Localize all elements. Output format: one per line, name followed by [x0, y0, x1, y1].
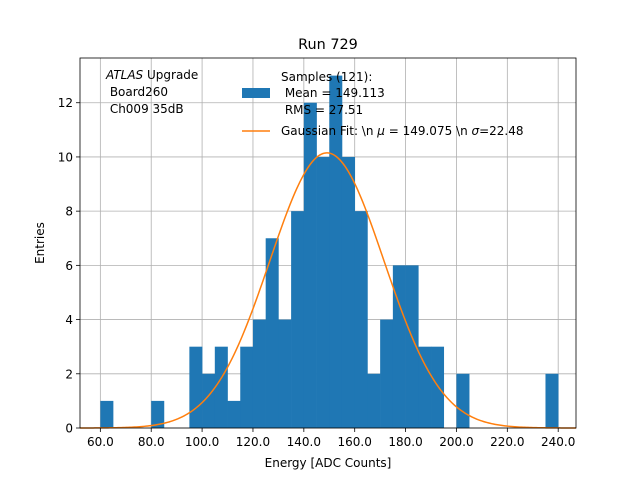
- x-tick-label: 60.0: [87, 435, 114, 449]
- y-tick-label: 0: [65, 422, 73, 436]
- legend-fit-suffix: =22.48: [479, 124, 523, 138]
- annotation-line-2: Board260: [106, 85, 168, 99]
- histogram-bar: [316, 156, 330, 428]
- annotation-line-3: Ch009 35dB: [106, 102, 184, 116]
- histogram-bar: [392, 265, 406, 428]
- y-tick-label: 8: [65, 205, 73, 219]
- histogram-bar: [151, 400, 165, 428]
- legend-fit-sigma: σ: [472, 124, 480, 138]
- legend: Samples (121): Mean = 149.113 RMS = 27.5…: [242, 70, 524, 138]
- y-tick-label: 10: [58, 150, 73, 164]
- histogram-bar: [367, 373, 381, 428]
- histogram-bar: [265, 238, 279, 428]
- histogram-bar: [291, 211, 305, 428]
- x-tick-label: 140.0: [287, 435, 321, 449]
- legend-histogram-swatch: [242, 88, 270, 98]
- histogram-bar: [100, 400, 114, 428]
- histogram-bars: [100, 75, 559, 428]
- y-axis-label: Entries: [33, 222, 47, 264]
- legend-histogram-rms: RMS = 27.51: [281, 103, 363, 117]
- chart-title: Run 729: [298, 37, 358, 53]
- legend-fit-mid: = 149.075 \n: [385, 124, 472, 138]
- histogram-bar: [303, 102, 317, 428]
- histogram-bar: [329, 75, 343, 428]
- histogram-bar: [227, 400, 241, 428]
- histogram-bar: [202, 373, 216, 428]
- histogram-bar: [354, 211, 368, 428]
- x-tick-label: 100.0: [185, 435, 219, 449]
- legend-fit-label: Gaussian Fit: \n μ = 149.075 \n σ=22.48: [281, 124, 524, 138]
- x-axis-label: Energy [ADC Counts]: [265, 456, 392, 470]
- histogram-bar: [252, 319, 266, 428]
- atlas-label: ATLAS: [105, 68, 144, 82]
- histogram-bar: [341, 156, 356, 428]
- histogram-bar: [240, 346, 254, 428]
- histogram-bar: [278, 319, 292, 428]
- histogram-bar: [418, 346, 432, 428]
- x-tick-label: 200.0: [439, 435, 473, 449]
- x-tick-label: 220.0: [490, 435, 524, 449]
- axis-ticks: 60.0 80.0 100.0 120.0 140.0 160.0 180.0 200.0 22…: [58, 96, 576, 449]
- histogram-bar: [456, 373, 470, 428]
- upgrade-label: Upgrade: [143, 68, 198, 82]
- histogram-bar: [405, 265, 419, 428]
- y-tick-label: 6: [65, 259, 73, 273]
- plot-frame: [79, 57, 577, 429]
- histogram-bar: [431, 346, 445, 428]
- annotation-line-1: ATLAS Upgrade: [105, 68, 198, 82]
- histogram-bar: [214, 346, 228, 428]
- x-tick-label: 160.0: [338, 435, 372, 449]
- x-tick-label: 240.0: [541, 435, 575, 449]
- x-tick-label: 120.0: [236, 435, 270, 449]
- legend-histogram-mean: Mean = 149.113: [281, 86, 385, 100]
- y-tick-label: 2: [65, 367, 73, 381]
- plot-annotation: ATLAS Upgrade Board260 Ch009 35dB: [105, 68, 198, 116]
- legend-fit-prefix: Gaussian Fit: \n: [281, 124, 377, 138]
- legend-histogram-name: Samples (121):: [281, 70, 372, 84]
- legend-fit-mu: μ: [376, 124, 385, 138]
- y-tick-label: 12: [58, 96, 73, 110]
- x-tick-label: 180.0: [388, 435, 422, 449]
- histogram-bar: [380, 319, 394, 428]
- x-tick-label: 80.0: [138, 435, 165, 449]
- y-tick-label: 4: [65, 313, 73, 327]
- gaussian-fit-curve: [79, 152, 576, 429]
- histogram-bar: [189, 346, 203, 428]
- histogram-bar: [545, 373, 559, 428]
